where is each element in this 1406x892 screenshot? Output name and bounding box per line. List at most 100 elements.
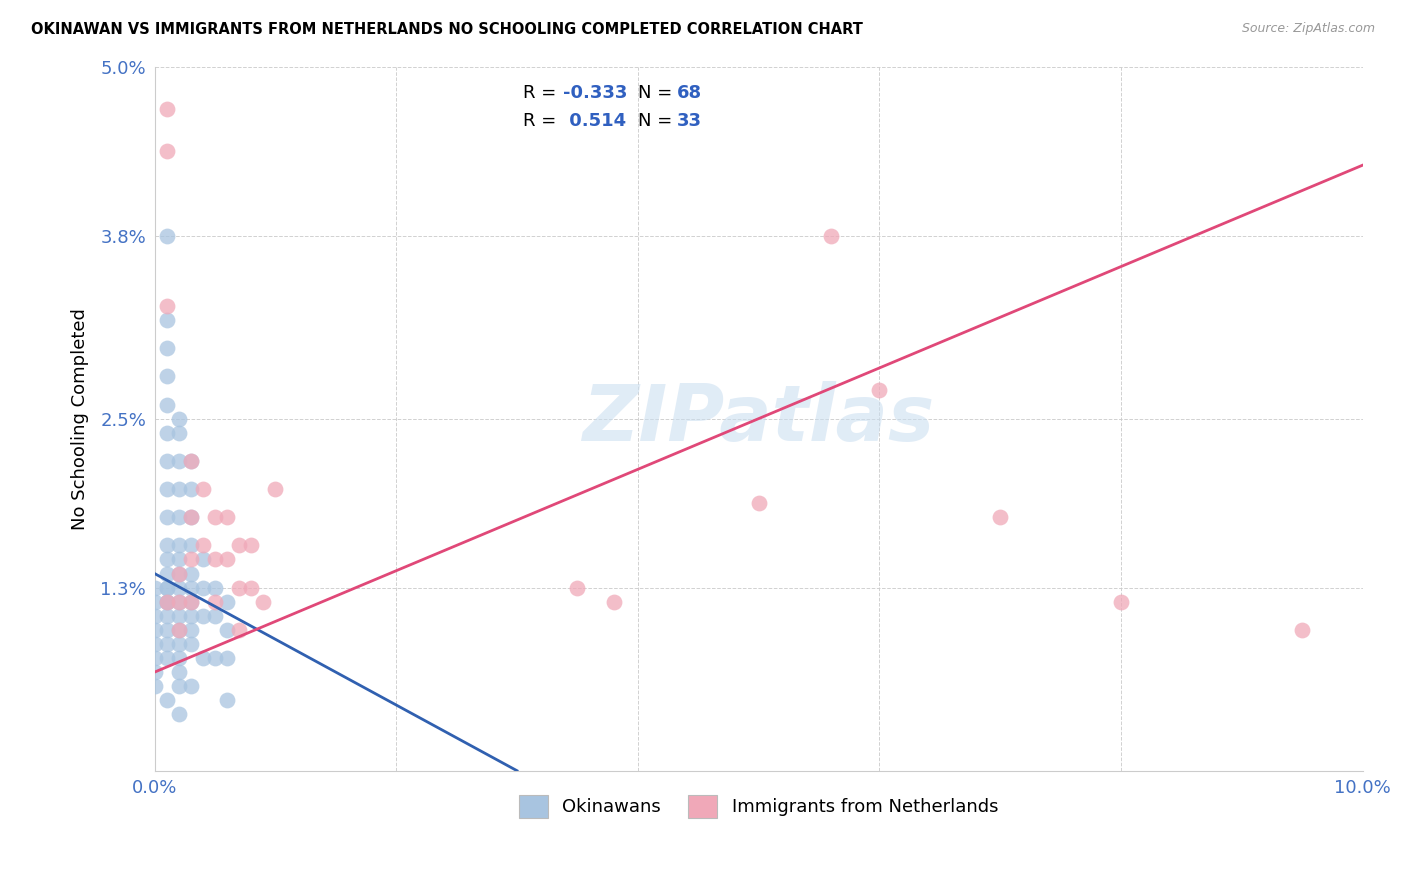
Point: [167, 411, 190, 425]
Point: [180, 482, 202, 496]
Point: [240, 538, 263, 552]
Point: [228, 623, 250, 637]
Point: [180, 595, 202, 609]
Point: [567, 581, 589, 595]
Point: [156, 102, 179, 116]
Point: [156, 608, 179, 623]
Point: [156, 651, 179, 665]
Point: [180, 510, 202, 524]
Point: [180, 454, 202, 468]
Point: [167, 637, 190, 651]
Point: [143, 637, 166, 651]
Text: R =: R =: [523, 84, 562, 103]
Point: [191, 552, 214, 566]
Text: 0.514: 0.514: [562, 112, 626, 130]
Point: [167, 566, 190, 581]
Point: [228, 581, 250, 595]
Point: [156, 595, 179, 609]
Point: [156, 581, 179, 595]
Point: [167, 425, 190, 440]
Point: [820, 228, 842, 243]
Point: [191, 651, 214, 665]
Point: [252, 595, 274, 609]
Point: [156, 595, 179, 609]
Point: [204, 608, 226, 623]
Point: [143, 665, 166, 679]
Text: R =: R =: [523, 112, 562, 130]
Point: [167, 566, 190, 581]
Point: [156, 454, 179, 468]
Point: [180, 623, 202, 637]
Point: [156, 369, 179, 384]
Text: N =: N =: [638, 84, 678, 103]
Point: [167, 538, 190, 552]
Point: [180, 454, 202, 468]
Point: [602, 595, 624, 609]
Point: [180, 608, 202, 623]
Point: [180, 538, 202, 552]
Point: [204, 581, 226, 595]
Point: [156, 299, 179, 313]
Point: [143, 608, 166, 623]
Point: [204, 510, 226, 524]
Text: OKINAWAN VS IMMIGRANTS FROM NETHERLANDS NO SCHOOLING COMPLETED CORRELATION CHART: OKINAWAN VS IMMIGRANTS FROM NETHERLANDS …: [31, 22, 863, 37]
Point: [228, 538, 250, 552]
Y-axis label: No Schooling Completed: No Schooling Completed: [72, 308, 89, 530]
Point: [167, 651, 190, 665]
Point: [143, 623, 166, 637]
Point: [180, 566, 202, 581]
Point: [191, 482, 214, 496]
Point: [191, 581, 214, 595]
Point: [156, 341, 179, 355]
Point: [156, 566, 179, 581]
Point: [167, 623, 190, 637]
Point: [167, 707, 190, 722]
Point: [180, 637, 202, 651]
Text: Source: ZipAtlas.com: Source: ZipAtlas.com: [1241, 22, 1375, 36]
Point: [215, 510, 238, 524]
Point: [748, 496, 770, 510]
Point: [143, 581, 166, 595]
Point: [180, 552, 202, 566]
Point: [156, 482, 179, 496]
Point: [167, 623, 190, 637]
Point: [156, 581, 179, 595]
Point: [1109, 595, 1132, 609]
Point: [204, 651, 226, 665]
Point: [868, 384, 890, 398]
Point: [156, 623, 179, 637]
Point: [215, 651, 238, 665]
Point: [156, 637, 179, 651]
Point: [167, 608, 190, 623]
Point: [156, 144, 179, 158]
Point: [180, 679, 202, 693]
Text: 33: 33: [676, 112, 702, 130]
Point: [167, 595, 190, 609]
Point: [143, 651, 166, 665]
Point: [156, 398, 179, 412]
Text: ZIPatlas: ZIPatlas: [582, 381, 935, 457]
Point: [204, 552, 226, 566]
Point: [215, 693, 238, 707]
Point: [156, 510, 179, 524]
Point: [143, 679, 166, 693]
Point: [988, 510, 1011, 524]
Text: N =: N =: [638, 112, 678, 130]
Point: [156, 595, 179, 609]
Text: -0.333: -0.333: [562, 84, 627, 103]
Point: [167, 595, 190, 609]
Text: 68: 68: [676, 84, 702, 103]
Point: [204, 595, 226, 609]
Point: [167, 552, 190, 566]
Legend: Okinawans, Immigrants from Netherlands: Okinawans, Immigrants from Netherlands: [512, 788, 1005, 825]
Point: [156, 313, 179, 327]
Point: [143, 595, 166, 609]
Point: [180, 581, 202, 595]
Point: [191, 608, 214, 623]
Point: [264, 482, 287, 496]
Point: [167, 482, 190, 496]
Point: [215, 595, 238, 609]
Point: [180, 510, 202, 524]
Point: [240, 581, 263, 595]
Point: [156, 552, 179, 566]
